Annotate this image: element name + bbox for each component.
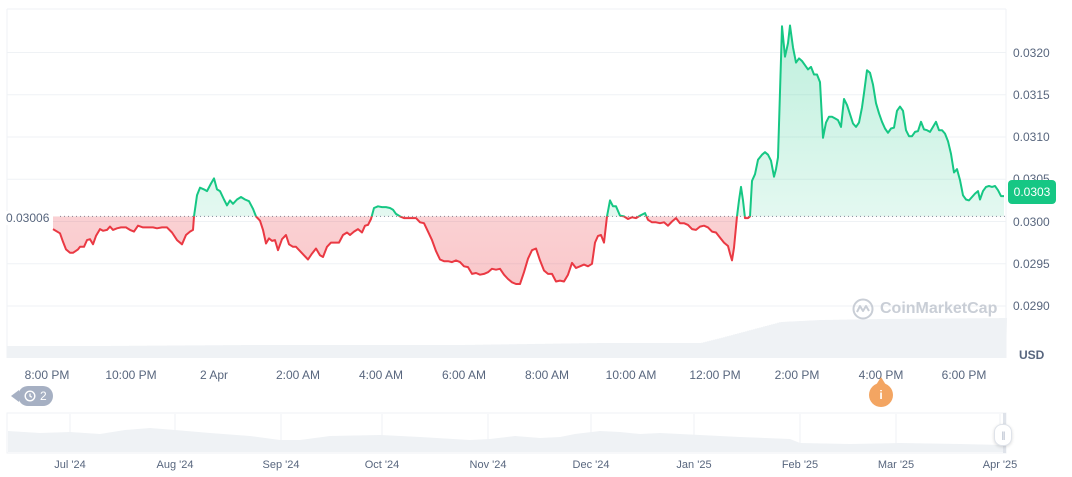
y-tick-label: 0.0310	[1013, 130, 1050, 144]
price-line-down	[52, 216, 751, 285]
y-tick-label: 0.0290	[1013, 299, 1050, 313]
navigator-tick-label: Sep '24	[262, 459, 300, 471]
y-tick-label: 0.0295	[1013, 256, 1050, 271]
x-tick-label: 2:00 PM	[774, 368, 820, 382]
history-badge[interactable]: 2	[11, 386, 53, 406]
x-tick-label: 6:00 AM	[441, 368, 487, 382]
price-line-up	[192, 24, 1004, 217]
navigator-tick-label: Oct '24	[364, 459, 400, 471]
currency-label: USD	[1019, 348, 1045, 362]
volume-bars	[7, 318, 1007, 358]
watermark-text: CoinMarketCap	[880, 300, 998, 317]
navigator-tick-label: Mar '25	[877, 459, 915, 471]
x-tick-label: 8:00 PM	[24, 368, 70, 382]
history-clock-icon	[24, 390, 36, 402]
x-tick-label: 4:00 AM	[358, 368, 404, 382]
coinmarketcap-logo-icon	[852, 298, 874, 320]
baseline-label: 0.03006	[4, 211, 54, 225]
y-tick-label: 0.0300	[1013, 214, 1050, 229]
navigator-handle[interactable]: ||	[994, 424, 1012, 446]
navigator-tick-label: Nov '24	[469, 459, 507, 471]
navigator[interactable]	[6, 412, 1007, 454]
x-tick-label: 2:00 AM	[275, 368, 321, 382]
price-area-up	[193, 25, 1004, 217]
x-tick-label: 2 Apr	[199, 368, 229, 382]
navigator-tick-label: Jul '24	[54, 459, 86, 471]
navigator-tick-label: Jan '25	[676, 459, 712, 471]
navigator-area	[8, 428, 1003, 452]
x-tick-label: 10:00 AM	[605, 368, 657, 382]
info-marker-icon[interactable]: i	[869, 377, 893, 407]
navigator-tick-label: Dec '24	[572, 459, 610, 471]
y-tick-label: 0.0320	[1013, 45, 1050, 60]
navigator-tick-label: Apr '25	[982, 459, 1018, 471]
x-tick-label: 8:00 AM	[524, 368, 570, 382]
price-area-down	[53, 216, 1004, 284]
navigator-tick-label: Aug '24	[156, 459, 194, 471]
x-tick-label: 4:00 PM	[858, 368, 904, 382]
history-count: 2	[40, 389, 47, 403]
x-tick-label: 12:00 PM	[689, 368, 741, 382]
navigator-tick-label: Feb '25	[781, 459, 819, 471]
coinmarketcap-watermark: CoinMarketCap	[852, 298, 997, 320]
current-price-badge: 0.0303	[1008, 180, 1056, 204]
x-tick-label: 10:00 PM	[105, 368, 157, 382]
y-tick-label: 0.0315	[1013, 87, 1050, 102]
x-tick-label: 6:00 PM	[941, 368, 987, 382]
